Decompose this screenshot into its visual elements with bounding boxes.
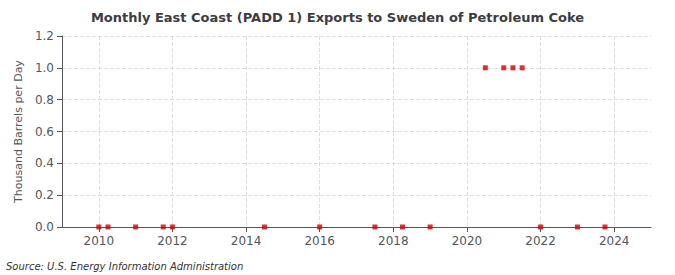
svg-text:2022: 2022: [525, 234, 556, 248]
svg-text:2016: 2016: [304, 234, 335, 248]
svg-text:0.8: 0.8: [35, 93, 54, 107]
svg-text:Monthly East Coast (PADD 1) Ex: Monthly East Coast (PADD 1) Exports to S…: [91, 10, 584, 25]
svg-text:Thousand Barrels per Day: Thousand Barrels per Day: [12, 60, 25, 204]
svg-text:2010: 2010: [84, 234, 115, 248]
svg-text:2020: 2020: [452, 234, 483, 248]
svg-text:2012: 2012: [157, 234, 188, 248]
svg-text:0.2: 0.2: [35, 188, 54, 202]
svg-text:0.4: 0.4: [35, 156, 54, 170]
svg-text:2018: 2018: [378, 234, 409, 248]
svg-text:1.2: 1.2: [35, 29, 54, 43]
svg-text:2014: 2014: [231, 234, 262, 248]
svg-text:0.6: 0.6: [35, 125, 54, 139]
svg-text:0.0: 0.0: [35, 220, 54, 234]
svg-text:2024: 2024: [599, 234, 630, 248]
svg-text:1.0: 1.0: [35, 61, 54, 75]
svg-text:Source: U.S. Energy Informatio: Source: U.S. Energy Information Administ…: [6, 261, 243, 272]
